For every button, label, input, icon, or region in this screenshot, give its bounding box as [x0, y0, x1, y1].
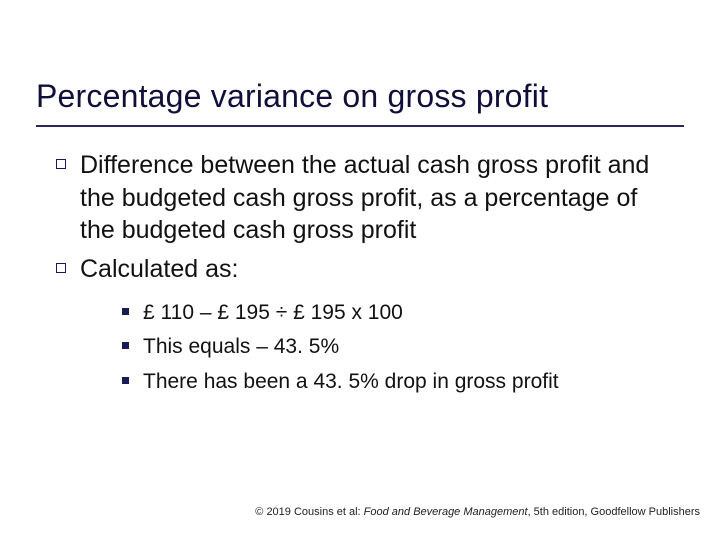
square-outline-bullet-icon	[56, 263, 66, 273]
copyright-footer: © 2019 Cousins et al: Food and Beverage …	[255, 506, 700, 518]
slide: Percentage variance on gross profit Diff…	[0, 0, 720, 540]
body-content: Difference between the actual cash gross…	[0, 127, 720, 396]
footer-prefix: © 2019 Cousins et al:	[255, 506, 363, 518]
list-item-text: Calculated as:	[80, 253, 238, 286]
list-item: This equals – 43. 5%	[122, 333, 664, 361]
level2-list: £ 110 – £ 195 ÷ £ 195 x 100 This equals …	[122, 299, 664, 396]
list-item-text: Difference between the actual cash gross…	[80, 149, 664, 247]
square-bullet-icon	[122, 342, 129, 349]
level1-list: Difference between the actual cash gross…	[56, 149, 664, 285]
list-item-text: There has been a 43. 5% drop in gross pr…	[143, 368, 559, 396]
list-item: Calculated as:	[56, 253, 664, 286]
slide-title: Percentage variance on gross profit	[36, 78, 684, 115]
list-item: There has been a 43. 5% drop in gross pr…	[122, 368, 664, 396]
list-item-text: This equals – 43. 5%	[143, 333, 339, 361]
title-block: Percentage variance on gross profit	[0, 0, 720, 115]
footer-suffix: , 5th edition, Goodfellow Publishers	[528, 506, 700, 518]
list-item-text: £ 110 – £ 195 ÷ £ 195 x 100	[143, 299, 403, 327]
footer-italic: Food and Beverage Management	[364, 506, 528, 518]
list-item: £ 110 – £ 195 ÷ £ 195 x 100	[122, 299, 664, 327]
list-item: Difference between the actual cash gross…	[56, 149, 664, 247]
square-outline-bullet-icon	[56, 159, 66, 169]
square-bullet-icon	[122, 308, 129, 315]
square-bullet-icon	[122, 377, 129, 384]
